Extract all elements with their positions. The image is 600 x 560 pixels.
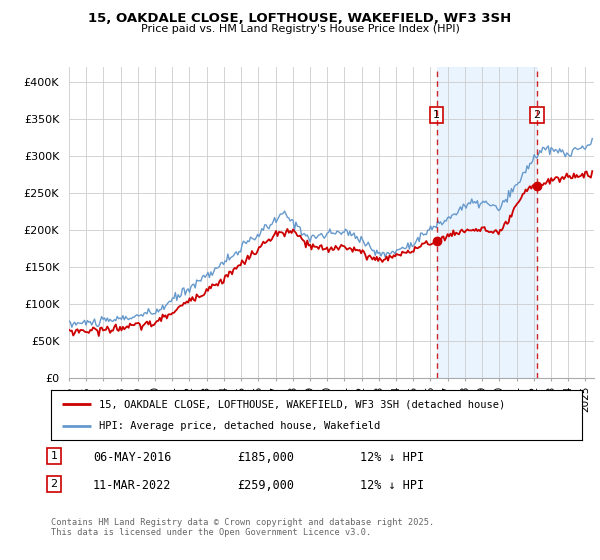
Text: 15, OAKDALE CLOSE, LOFTHOUSE, WAKEFIELD, WF3 3SH: 15, OAKDALE CLOSE, LOFTHOUSE, WAKEFIELD,…: [88, 12, 512, 25]
Text: Contains HM Land Registry data © Crown copyright and database right 2025.
This d: Contains HM Land Registry data © Crown c…: [51, 518, 434, 538]
Text: 06-MAY-2016: 06-MAY-2016: [93, 451, 172, 464]
Text: 1: 1: [50, 451, 58, 461]
Text: 12% ↓ HPI: 12% ↓ HPI: [360, 479, 424, 492]
Text: £185,000: £185,000: [237, 451, 294, 464]
Text: HPI: Average price, detached house, Wakefield: HPI: Average price, detached house, Wake…: [99, 421, 380, 431]
Text: 11-MAR-2022: 11-MAR-2022: [93, 479, 172, 492]
Text: 15, OAKDALE CLOSE, LOFTHOUSE, WAKEFIELD, WF3 3SH (detached house): 15, OAKDALE CLOSE, LOFTHOUSE, WAKEFIELD,…: [99, 399, 505, 409]
Text: 2: 2: [50, 479, 58, 489]
Text: 2: 2: [533, 110, 541, 120]
Text: £259,000: £259,000: [237, 479, 294, 492]
Text: 12% ↓ HPI: 12% ↓ HPI: [360, 451, 424, 464]
Text: Price paid vs. HM Land Registry's House Price Index (HPI): Price paid vs. HM Land Registry's House …: [140, 24, 460, 34]
Bar: [437, 67, 537, 378]
Text: 1: 1: [433, 110, 440, 120]
